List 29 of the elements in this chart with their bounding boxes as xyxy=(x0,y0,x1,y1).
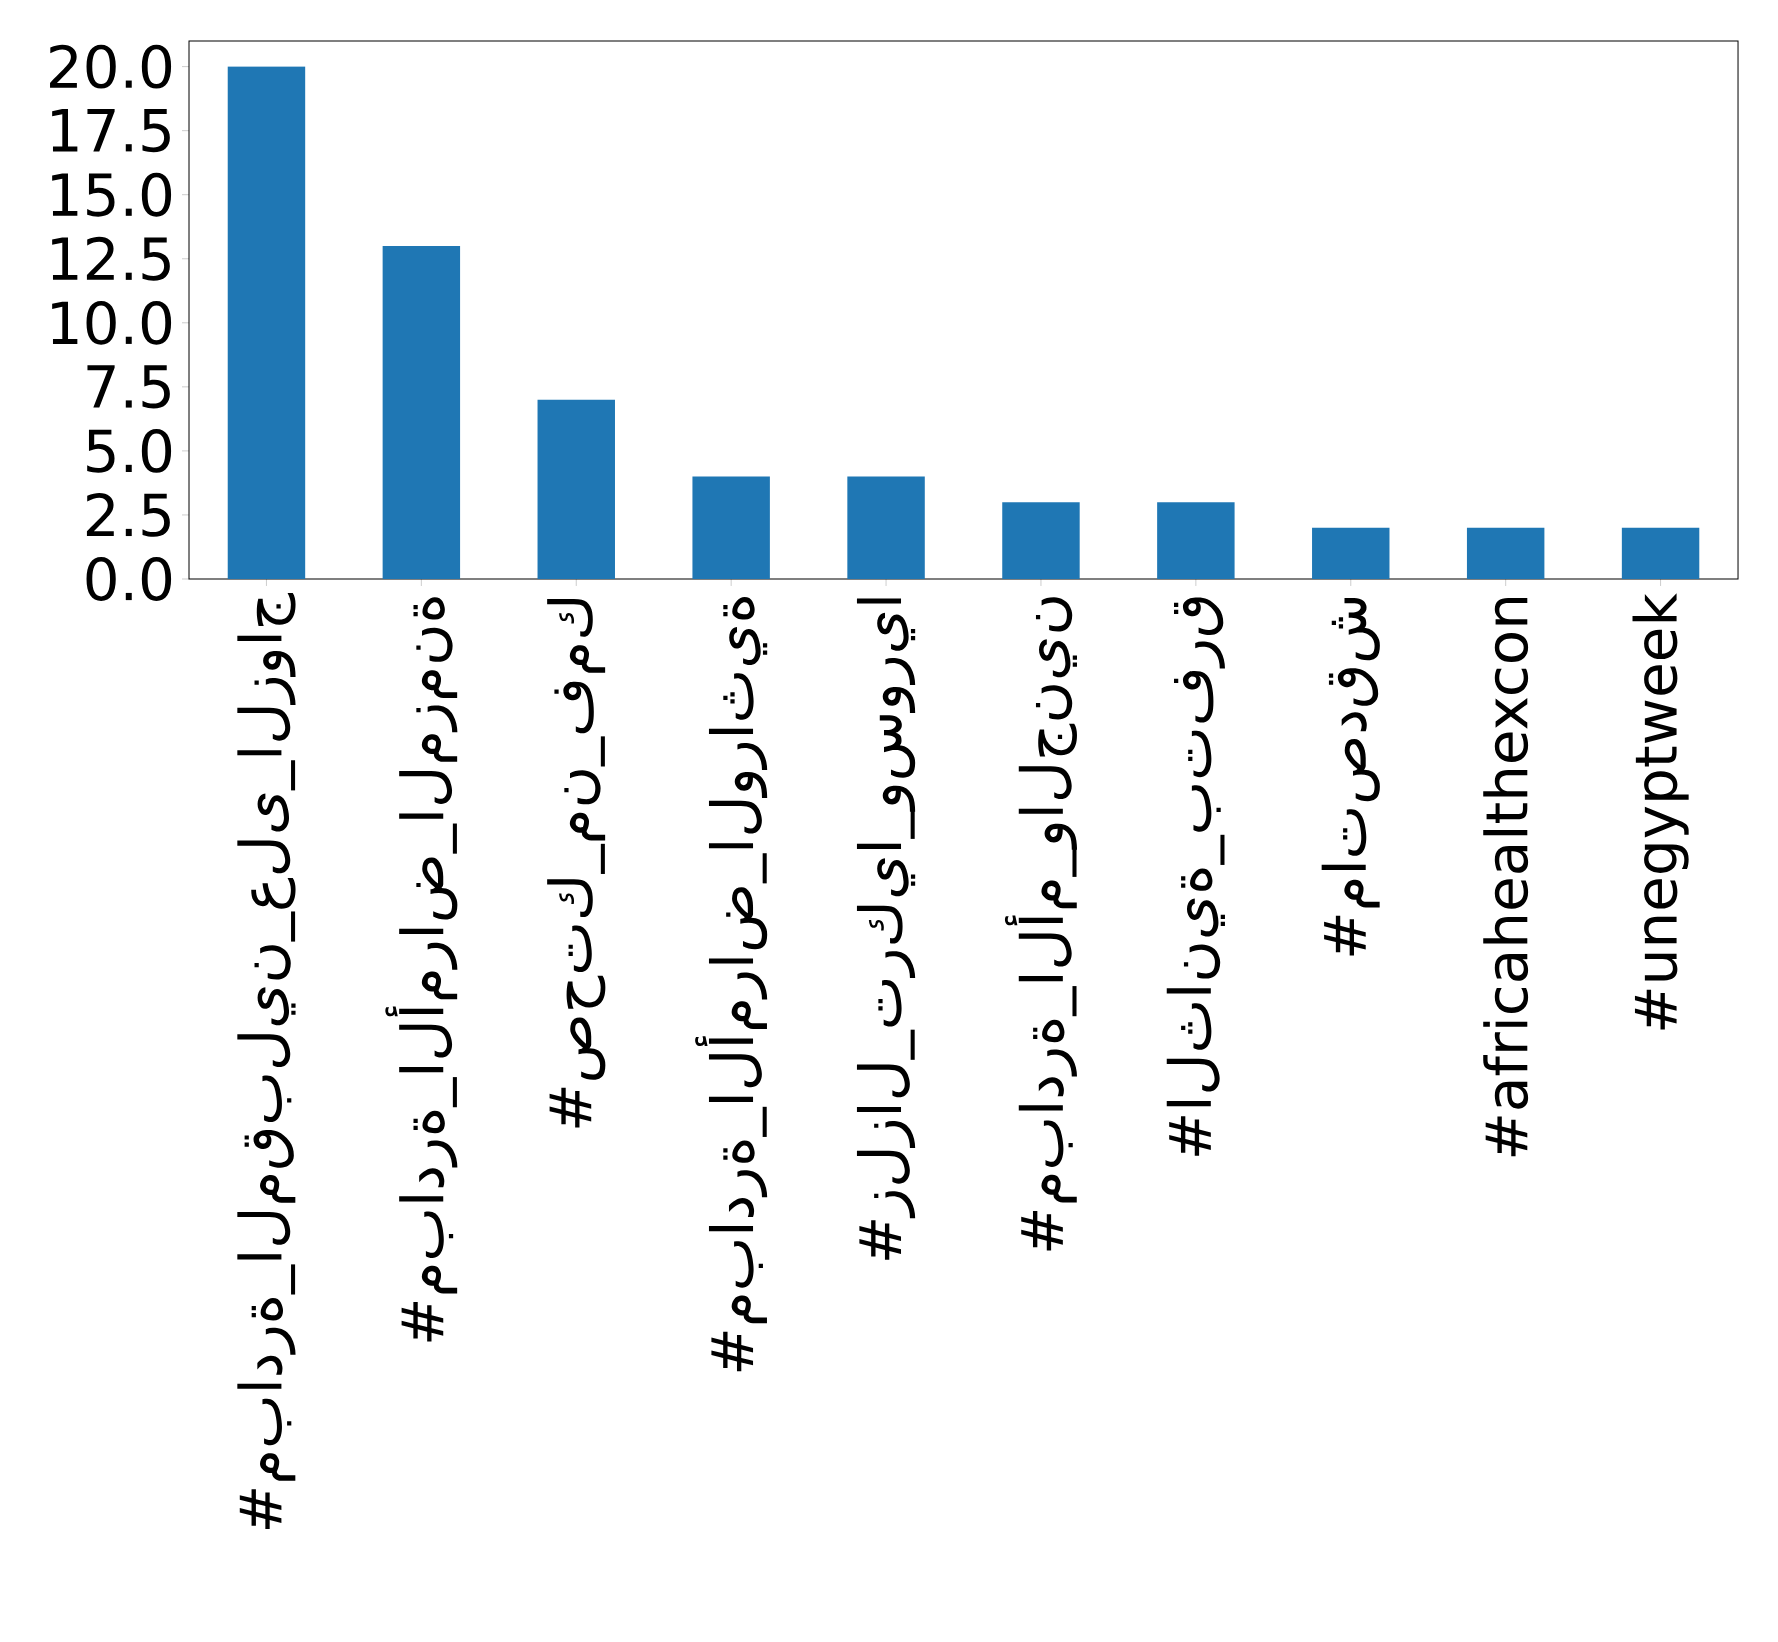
x-tick-label: #زلزال_تركيا_وسوريا xyxy=(856,598,916,1260)
bar xyxy=(1312,527,1390,579)
bar xyxy=(847,476,925,579)
x-tick-label: #صحتك_من_فمك xyxy=(547,599,606,1128)
bar xyxy=(227,66,306,579)
y-tick-label: 10.0 xyxy=(52,300,172,345)
x-tick-label: #ماتصدقش xyxy=(1321,597,1380,956)
y-tick-label: 0.0 xyxy=(86,557,172,601)
bar xyxy=(1466,527,1545,579)
bar xyxy=(692,476,770,579)
x-tick-label: #africahealthexcon xyxy=(1483,597,1529,1157)
x-tick-label: #مبادرة_الأمراض_الوراثية xyxy=(695,597,768,1372)
y-tick-label: 20.0 xyxy=(50,44,172,89)
x-tick-label: #unegyptweek xyxy=(1632,593,1689,1030)
bar xyxy=(537,399,615,579)
y-tick-label: 7.5 xyxy=(87,365,170,409)
y-tick-label: 12.5 xyxy=(52,236,170,281)
y-tick-label: 5.0 xyxy=(87,428,172,473)
x-tick-label: #مبادرة_الأم_والجنين xyxy=(1004,597,1077,1251)
bar xyxy=(1157,502,1235,579)
y-tick-label: 17.5 xyxy=(52,109,170,153)
y-tick-label: 2.5 xyxy=(86,493,170,537)
x-tick-label: #مبادرة_الأمراض_المزمنة xyxy=(385,597,458,1342)
bar xyxy=(1621,527,1700,579)
x-tick-label: #الثانية_بتفرق xyxy=(1166,597,1225,1156)
bar xyxy=(1002,502,1080,579)
y-tick-label: 15.0 xyxy=(52,172,172,217)
bar xyxy=(382,245,461,579)
x-tick-label: #مبادرة_المقبلين_على_الزواج xyxy=(237,593,296,1529)
